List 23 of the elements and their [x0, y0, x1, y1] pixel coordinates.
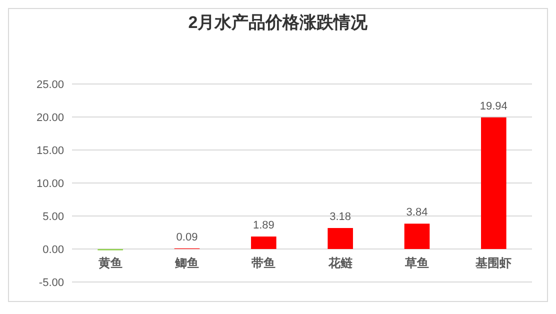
data-label: 1.89 [252, 220, 274, 232]
x-tick-label: 鲫鱼 [174, 256, 199, 270]
data-label: 3.84 [406, 206, 428, 219]
y-tick-label: 15.00 [36, 145, 64, 157]
x-tick-label: 基围虾 [474, 256, 512, 270]
x-tick-label: 花鲢 [327, 256, 354, 270]
y-tick-label: 0.00 [42, 244, 64, 256]
data-label: 3.18 [330, 211, 352, 224]
x-tick-label: 带鱼 [252, 256, 276, 270]
x-tick-label: 黄鱼 [97, 256, 122, 270]
y-tick-label: 25.00 [36, 79, 64, 91]
data-label: 0.09 [176, 231, 198, 244]
bar [251, 236, 276, 249]
y-tick-label: 20.00 [36, 112, 64, 124]
bar [328, 228, 353, 249]
y-tick-label: 10.00 [36, 178, 64, 190]
y-tick-label: -5.00 [38, 277, 64, 289]
bar [404, 224, 430, 249]
bar [481, 117, 506, 249]
y-tick-label: 5.00 [42, 211, 64, 223]
x-tick-label: 草鱼 [404, 256, 429, 270]
chart-title: 2月水产品价格涨跌情况 [188, 13, 369, 32]
data-label: 19.94 [480, 100, 508, 112]
